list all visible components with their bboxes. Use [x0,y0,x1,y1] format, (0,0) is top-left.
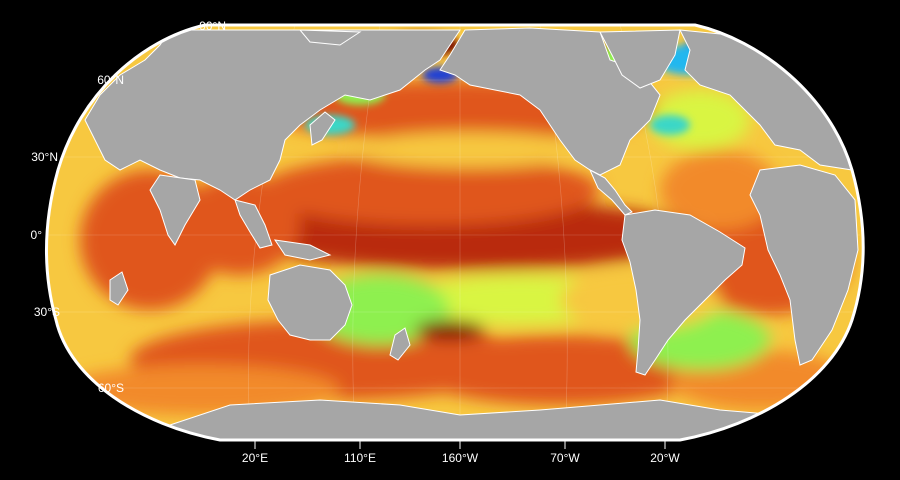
land-new-zealand [389,327,411,361]
land-africa [749,164,859,366]
ocean-blob [350,132,590,168]
latitude-labels: 90°N 60°N 30°N 0° 30°S 60°S [31,19,226,395]
lat-label-30n: 30°N [31,150,58,164]
lon-label-70w: 70°W [550,451,580,465]
lat-label-0: 0° [31,228,43,242]
land-greenland [599,29,681,89]
lon-label-110e: 110°E [344,451,376,465]
land-india [149,174,201,246]
lat-label-90n: 90°N [199,19,226,33]
ocean-blob [650,90,750,150]
land-madagascar [109,271,129,306]
land-south-america [621,209,746,376]
ocean-blob [650,115,690,135]
lon-label-20e: 20°E [242,451,268,465]
ocean-blob [415,320,485,340]
land-central-america [588,168,633,216]
lat-label-60n: 60°N [97,73,124,87]
ocean-blob [260,155,600,225]
lat-label-30s: 30°S [34,305,60,319]
ocean-blob [180,175,300,275]
land-eurasia [84,29,461,201]
lon-label-160w: 160°W [442,451,479,465]
land-southeast-asia [234,199,273,249]
ocean-blob [410,335,710,405]
ocean-blob [660,150,780,230]
land-indonesia [273,239,332,261]
longitude-labels: 20°E 110°E 160°W 70°W 20°W [242,441,680,465]
land-japan [309,111,336,146]
land-australia [267,264,353,341]
lat-label-60s: 60°S [98,381,124,395]
land-arctic-islands [298,29,362,46]
land-antarctica [159,399,802,440]
land-masses [84,27,859,440]
lon-label-20w: 20°W [650,451,680,465]
